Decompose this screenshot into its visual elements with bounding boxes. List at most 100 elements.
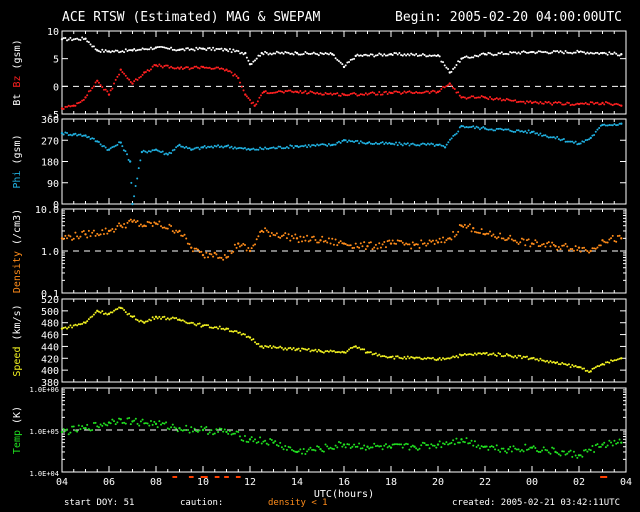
data-point-temp [238,435,241,438]
data-point-density [240,244,243,247]
data-point-phi [149,150,152,153]
data-point-speed [405,357,408,360]
data-point-phi [205,146,208,149]
data-point-bz [225,68,228,71]
data-point-phi [237,147,240,150]
data-point-bt [316,53,319,56]
data-point-bt [72,38,75,41]
data-point-bt [541,51,544,54]
data-point-density [448,237,451,240]
data-point-speed [243,333,246,336]
data-point-density [107,229,111,233]
data-point-bz [196,66,199,69]
data-point-temp [136,422,139,425]
y-axis-label-part: (gsm) [12,39,23,75]
data-point-temp [99,423,102,426]
data-point-phi [515,129,518,132]
data-point-phi [77,133,80,136]
data-point-bt [485,53,488,56]
data-point-speed [99,311,102,314]
data-point-speed [196,322,199,325]
data-point-bz [163,64,166,67]
data-point-phi [114,144,117,147]
data-point-density [67,234,70,237]
data-point-speed [72,324,75,327]
data-point-temp [423,442,426,445]
data-point-temp [121,421,124,424]
data-point-speed [615,359,618,362]
y-tick-label-speed: 500 [41,307,59,318]
data-point-temp [269,437,272,440]
data-point-speed [230,330,233,333]
data-point-density [62,238,65,241]
data-point-density [416,243,419,246]
data-point-bt [383,53,386,56]
data-point-temp [519,450,522,453]
data-point-bz [599,103,602,106]
data-point-phi [207,145,210,148]
data-point-phi [176,145,179,148]
data-point-temp [401,446,404,449]
data-point-bz [253,104,256,107]
data-point-density [82,230,85,233]
data-point-speed [384,355,387,358]
data-point-speed [445,357,448,360]
data-point-bz [307,92,310,95]
data-point-temp [384,443,387,446]
data-point-density [134,221,137,224]
data-point-density [225,256,228,259]
data-point-phi [601,123,604,127]
data-point-speed [410,356,413,359]
data-point-phi [201,146,205,149]
data-point-phi [393,143,396,146]
data-point-phi [220,145,223,148]
data-point-temp [260,442,263,445]
data-point-speed [116,308,119,311]
data-point-density [342,242,346,245]
data-point-bt [160,45,163,48]
data-point-density [252,244,255,247]
data-point-speed [195,324,198,327]
data-point-temp [74,429,77,432]
data-point-bt [255,57,258,60]
data-point-bt [242,53,245,56]
data-point-temp [359,447,362,450]
data-point-bt [567,51,570,54]
data-point-speed [280,346,283,349]
data-point-bz [128,78,131,81]
data-point-bt [579,50,582,53]
data-point-density [438,237,441,240]
data-point-bz [161,66,164,69]
data-point-speed [468,353,471,356]
data-point-speed [245,335,248,338]
data-point-phi [492,129,495,132]
data-point-speed [363,348,366,351]
data-point-temp [279,441,282,444]
data-point-phi [290,145,293,148]
data-point-temp [60,430,64,434]
data-point-bz [475,96,478,99]
data-point-temp [196,430,199,433]
data-point-speed [97,310,100,313]
data-point-density [238,245,241,248]
data-point-speed [544,360,547,363]
data-point-bt [562,52,565,55]
data-point-speed [495,354,498,357]
data-point-temp [478,447,481,450]
data-point-phi [334,143,337,146]
data-point-bz [472,95,475,98]
data-point-speed [393,357,396,360]
data-point-bz [519,100,522,103]
data-point-speed [66,327,69,330]
data-point-phi [400,143,403,146]
data-point-phi [180,145,183,148]
data-point-density [576,249,579,252]
data-point-phi [304,144,307,147]
data-point-density [304,239,307,242]
data-point-phi [559,139,562,142]
data-point-bz [363,93,366,96]
data-point-bt [594,51,597,54]
data-point-bz [551,103,554,106]
data-point-speed [356,347,359,350]
data-point-bz [423,91,426,94]
